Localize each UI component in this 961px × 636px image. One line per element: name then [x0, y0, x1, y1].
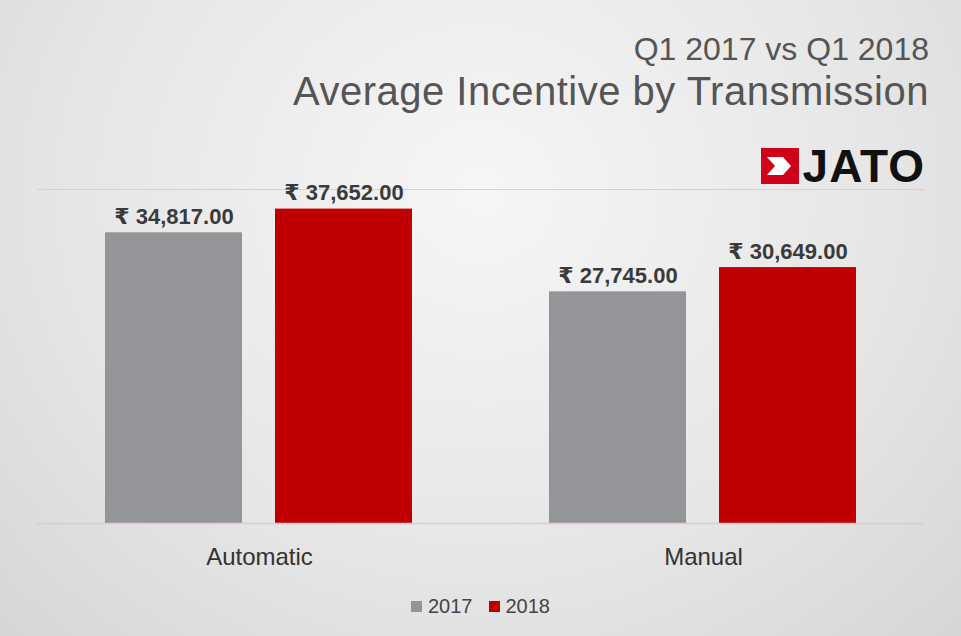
html-text:JATO: JATO: [802, 140, 925, 192]
html-text:Q1 2017 vs Q1 2018: Q1 2017 vs Q1 2018: [633, 31, 929, 67]
html-text:Average Incentive by Transmiss: Average Incentive by Transmission: [292, 69, 929, 113]
svg-text:₹ 34,817.00: ₹ 34,817.00: [114, 204, 233, 229]
svg-text:Automatic: Automatic: [206, 543, 313, 570]
html-text:2018: 2018: [505, 595, 550, 617]
svg-text:Manual: Manual: [664, 543, 743, 570]
svg-text:₹ 37,652.00: ₹ 37,652.00: [284, 180, 403, 205]
svg-text:₹ 30,649.00: ₹ 30,649.00: [728, 239, 847, 264]
html-text:2017: 2017: [428, 595, 473, 617]
svg-text:₹ 27,745.00: ₹ 27,745.00: [558, 263, 677, 288]
